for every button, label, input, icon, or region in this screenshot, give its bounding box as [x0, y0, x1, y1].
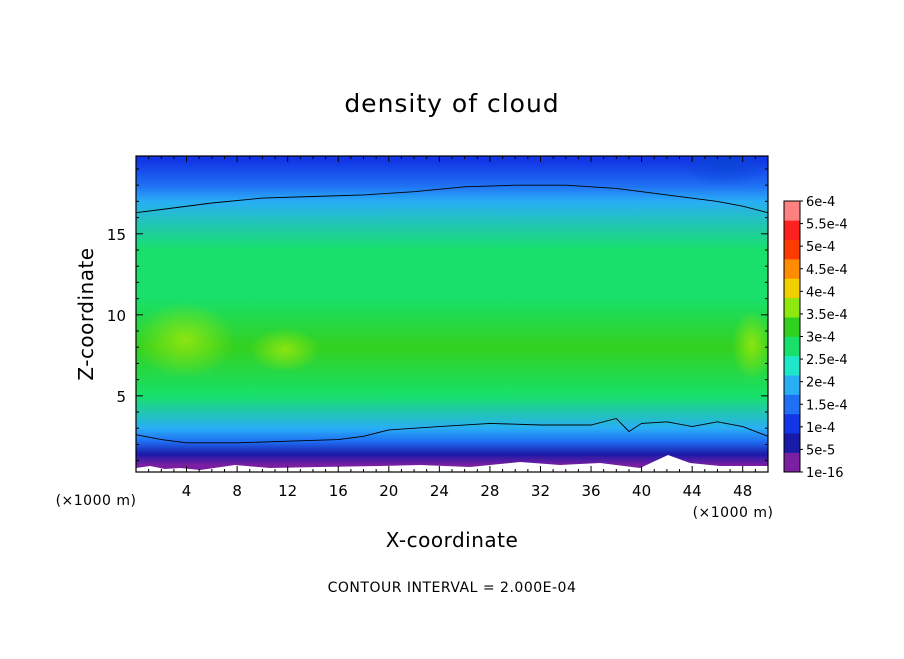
ground-mask — [136, 455, 768, 472]
contour-line-2 — [136, 417, 768, 444]
colorbar-segment — [784, 297, 800, 318]
x-tick-label: 48 — [733, 482, 752, 500]
chart-title: density of cloud — [344, 89, 559, 118]
plot-area — [136, 156, 768, 472]
colorbar-label: 2e-4 — [806, 376, 835, 391]
x-tick-label: 44 — [683, 482, 702, 500]
high-density-region-left — [136, 302, 235, 378]
x-unit-label-left: (×1000 m) — [56, 493, 137, 509]
colorbar-label: 4.5e-4 — [806, 263, 848, 278]
colorbar-segment — [784, 201, 800, 221]
y-tick-label: 15 — [107, 226, 126, 244]
contour-interval-note: CONTOUR INTERVAL = 2.000E-04 — [328, 580, 577, 596]
y-axis-ticks: 5 10 15 — [107, 168, 768, 462]
colorbar-label: 6e-4 — [806, 195, 835, 210]
colorbar-label: 4e-4 — [806, 285, 835, 300]
colorbar: 1e-16 5e-5 1e-4 1.5e-4 2e-4 2.5e-4 3e-4 3.5e-4 4… — [783, 195, 848, 481]
x-tick-label: 12 — [278, 482, 297, 500]
y-tick-label: 5 — [116, 388, 126, 406]
y-tick-label: 10 — [107, 307, 126, 325]
x-axis-title: X-coordinate — [386, 528, 519, 552]
colorbar-label: 1e-4 — [806, 421, 835, 436]
colorbar-segment — [784, 355, 800, 376]
colorbar-label: 5e-4 — [806, 240, 835, 255]
colorbar-segment — [784, 220, 800, 241]
colorbar-label: 2.5e-4 — [806, 353, 848, 368]
x-tick-label: 8 — [232, 482, 242, 500]
colorbar-label: 3e-4 — [806, 331, 835, 346]
contour-lines — [136, 184, 768, 444]
x-tick-label: 4 — [182, 482, 192, 500]
colorbar-segment — [784, 394, 800, 415]
colorbar-segment — [784, 239, 800, 260]
x-tick-label: 40 — [632, 482, 651, 500]
density-field — [136, 156, 768, 472]
colorbar-segment — [784, 433, 800, 453]
high-density-region-right — [732, 310, 768, 380]
contour-line-1 — [136, 184, 768, 214]
colorbar-segment — [784, 317, 800, 337]
x-tick-label: 36 — [581, 482, 600, 500]
x-tick-label: 20 — [379, 482, 398, 500]
x-tick-label: 28 — [480, 482, 499, 500]
colorbar-segment — [784, 259, 800, 279]
y-axis-title: Z-coordinate — [74, 247, 98, 380]
colorbar-segment — [784, 413, 800, 434]
high-density-region-mid — [250, 328, 320, 372]
low-density-region-top-right — [680, 156, 768, 187]
x-unit-label-right: (×1000 m) — [693, 505, 774, 521]
colorbar-segment — [784, 336, 800, 357]
colorbar-segment — [784, 278, 800, 299]
colorbar-label: 5e-5 — [806, 443, 835, 458]
colorbar-segment — [784, 375, 800, 395]
colorbar-label: 3.5e-4 — [806, 308, 848, 323]
colorbar-label: 1e-16 — [806, 466, 844, 481]
colorbar-segment — [784, 452, 800, 473]
x-tick-label: 32 — [531, 482, 550, 500]
x-axis-ticks: 4 8 12 16 20 24 28 32 36 40 44 48 — [148, 156, 756, 500]
colorbar-label: 1.5e-4 — [806, 398, 848, 413]
x-tick-label: 16 — [329, 482, 348, 500]
colorbar-label: 5.5e-4 — [806, 218, 848, 233]
x-tick-label: 24 — [430, 482, 449, 500]
